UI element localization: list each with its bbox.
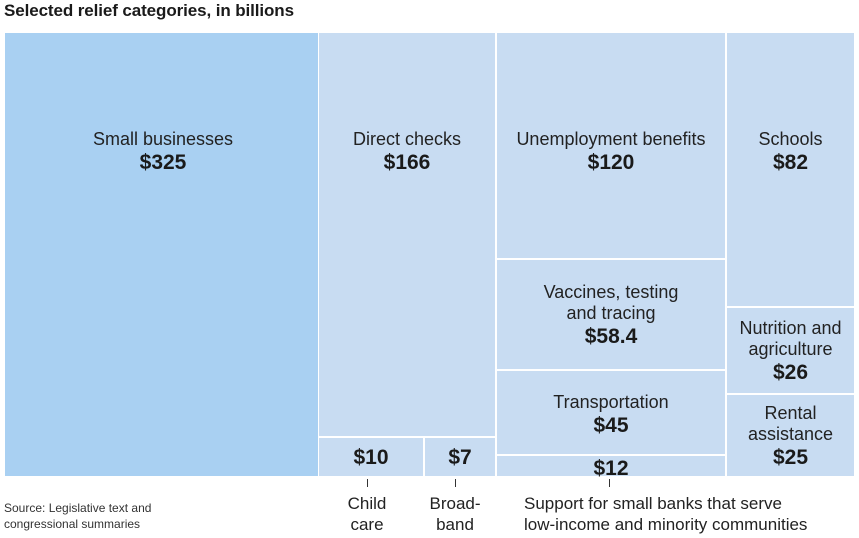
tile-value: $58.4	[584, 325, 638, 348]
callout-tick	[609, 479, 610, 487]
tile-transportation: Transportation $45	[496, 370, 726, 455]
tile-label: Transportation	[553, 392, 669, 412]
tile-value: $82	[772, 151, 809, 174]
callout-tick	[367, 479, 368, 487]
tile-value: $26	[772, 361, 809, 384]
tile-value: $166	[383, 151, 431, 174]
tile-value: $12	[593, 457, 629, 480]
tile-label: Rental	[764, 403, 817, 423]
tile-value: $7	[448, 446, 472, 469]
tile-broadband: $7	[424, 437, 496, 477]
callout-label-child-care: Child care	[337, 493, 397, 535]
callout-line: Child	[347, 494, 387, 513]
source-line-2: congressional summaries	[4, 517, 141, 531]
tile-label: Vaccines, testing	[543, 282, 679, 302]
tile-vaccines: Vaccines, testing and tracing $58.4	[496, 259, 726, 370]
tile-small-businesses: Small businesses $325	[4, 32, 322, 477]
tile-child-care: $10	[318, 437, 424, 477]
tile-label: Nutrition and	[739, 318, 842, 338]
chart-title: Selected relief categories, in billions	[4, 1, 294, 20]
tile-label: and tracing	[566, 303, 656, 323]
tile-label: agriculture	[748, 339, 833, 359]
tile-small-banks: $12	[496, 455, 726, 480]
callout-line: care	[350, 515, 384, 534]
callout-label-broadband: Broad-band	[425, 493, 485, 535]
callout-line: Support for small banks that serve	[524, 494, 782, 513]
callout-tick	[455, 479, 456, 487]
source-note: Source: Legislative text and congression…	[4, 500, 194, 532]
tile-direct-checks: Direct checks $166	[318, 32, 496, 437]
callout-label-small-banks: Support for small banks that serve low-in…	[524, 493, 854, 535]
source-line-1: Source: Legislative text and	[4, 501, 152, 515]
tile-label: Schools	[758, 129, 823, 149]
tile-rental: Rental assistance $25	[726, 394, 855, 477]
tile-value: $120	[587, 151, 635, 174]
tile-unemployment: Unemployment benefits $120	[496, 32, 726, 259]
callout-line: low-income and minority communities	[524, 515, 808, 534]
callout-line: Broad-	[429, 494, 481, 513]
tile-value: $325	[139, 151, 187, 174]
tile-value: $45	[593, 414, 629, 437]
tile-schools: Schools $82	[726, 32, 855, 307]
tile-value: $10	[353, 446, 389, 469]
tile-label: Small businesses	[92, 129, 234, 149]
tile-label: Unemployment benefits	[516, 129, 706, 149]
tile-value: $25	[772, 446, 809, 469]
callout-line: band	[436, 515, 474, 534]
tile-label: assistance	[747, 424, 834, 444]
tile-nutrition: Nutrition and agriculture $26	[726, 307, 855, 394]
tile-label: Direct checks	[352, 129, 462, 149]
